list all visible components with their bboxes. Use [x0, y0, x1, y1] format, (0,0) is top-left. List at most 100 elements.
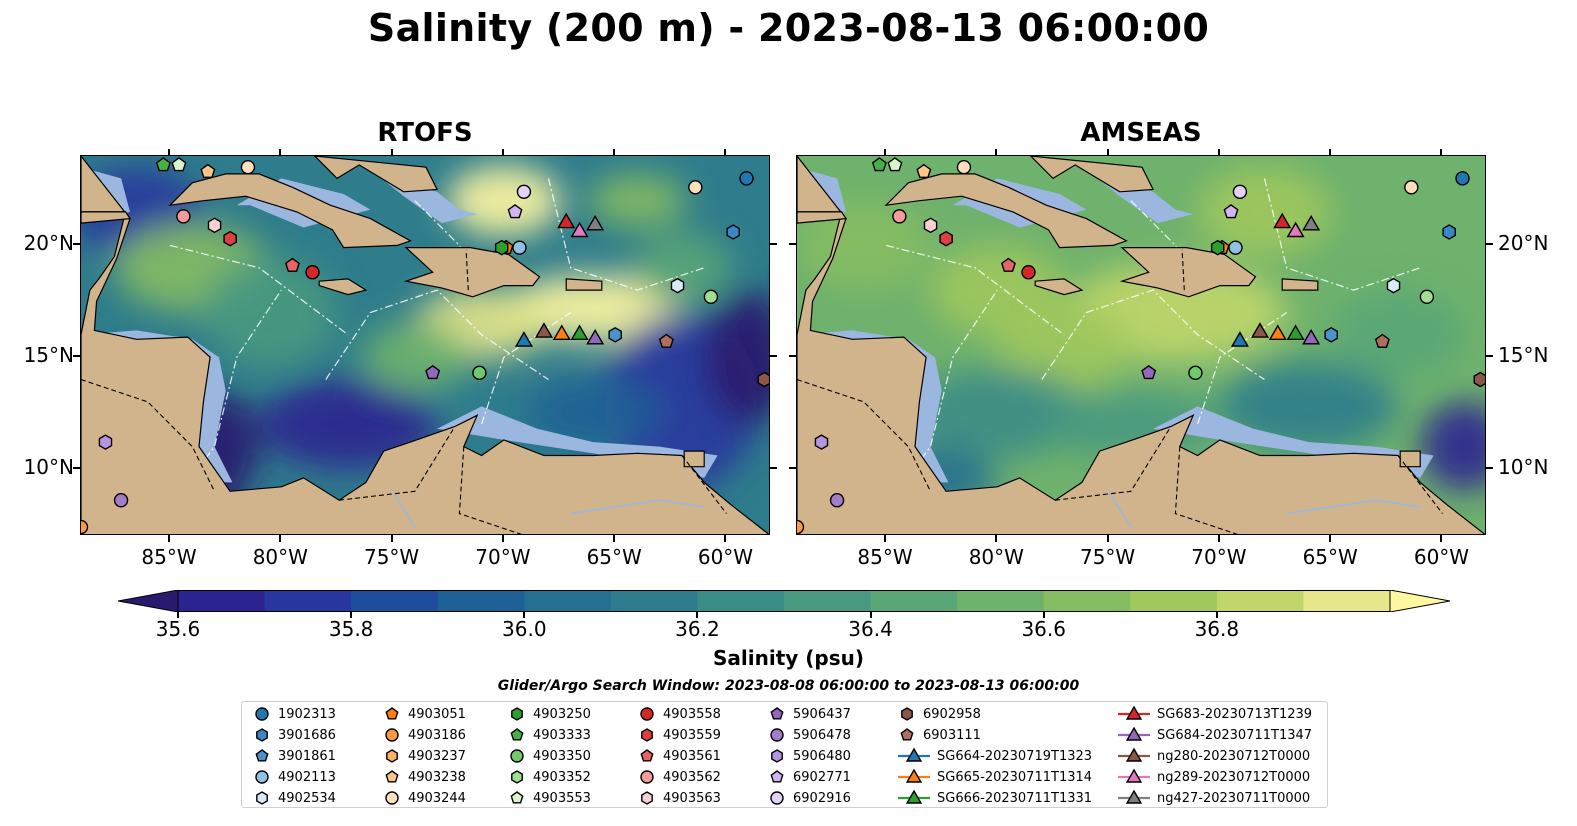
- float-marker-triangle[interactable]: [570, 221, 589, 238]
- float-marker-triangle[interactable]: [1286, 324, 1305, 341]
- legend-marker[interactable]: [385, 791, 399, 805]
- float-marker-circle[interactable]: [1455, 171, 1470, 186]
- legend-marker[interactable]: [510, 791, 524, 804]
- float-marker-pentagon[interactable]: [658, 333, 674, 348]
- float-marker-circle[interactable]: [688, 180, 703, 195]
- legend-marker[interactable]: [256, 791, 268, 805]
- legend-marker[interactable]: [770, 791, 784, 805]
- float-marker-circle[interactable]: [1188, 365, 1203, 381]
- float-marker-triangle[interactable]: [586, 328, 605, 345]
- legend-marker[interactable]: [640, 749, 654, 762]
- legend-marker[interactable]: [255, 707, 269, 721]
- legend-marker[interactable]: [1125, 789, 1143, 804]
- legend-marker[interactable]: [770, 707, 784, 720]
- float-marker-hexagon[interactable]: [98, 434, 113, 450]
- float-marker-circle[interactable]: [1021, 265, 1036, 280]
- float-marker-hexagon[interactable]: [608, 327, 622, 343]
- legend-marker[interactable]: [1125, 705, 1143, 720]
- legend-marker[interactable]: [905, 789, 923, 804]
- legend-marker[interactable]: [641, 791, 653, 805]
- legend-marker[interactable]: [385, 770, 399, 783]
- legend-marker[interactable]: [640, 707, 654, 721]
- float-marker-hexagon[interactable]: [1386, 277, 1401, 294]
- float-marker-pentagon[interactable]: [155, 157, 171, 172]
- float-marker-pentagon[interactable]: [171, 157, 187, 172]
- legend-marker[interactable]: [1125, 768, 1143, 783]
- legend-marker[interactable]: [905, 747, 923, 762]
- float-marker-circle[interactable]: [472, 365, 487, 381]
- float-marker-hexagon[interactable]: [1473, 371, 1486, 388]
- legend-marker[interactable]: [510, 749, 524, 763]
- float-marker-pentagon[interactable]: [507, 204, 523, 219]
- legend-marker[interactable]: [255, 770, 269, 784]
- float-marker-triangle[interactable]: [1273, 212, 1292, 229]
- legend-marker[interactable]: [385, 707, 399, 720]
- float-marker-circle[interactable]: [797, 519, 805, 534]
- float-marker-circle[interactable]: [892, 209, 907, 224]
- float-marker-triangle[interactable]: [1268, 324, 1287, 341]
- float-marker-hexagon[interactable]: [223, 230, 237, 247]
- float-marker-triangle[interactable]: [1302, 214, 1321, 231]
- float-marker-pentagon[interactable]: [200, 163, 216, 179]
- float-marker-hexagon[interactable]: [494, 239, 509, 256]
- legend-marker[interactable]: [900, 728, 914, 741]
- float-marker-pentagon[interactable]: [887, 157, 903, 172]
- float-marker-circle[interactable]: [1232, 184, 1248, 199]
- float-marker-pentagon[interactable]: [1000, 257, 1016, 272]
- float-marker-circle[interactable]: [1228, 240, 1243, 255]
- legend-marker[interactable]: [1125, 747, 1143, 762]
- legend-marker[interactable]: [255, 749, 269, 762]
- float-marker-triangle[interactable]: [570, 324, 589, 341]
- float-marker-hexagon[interactable]: [939, 230, 953, 247]
- float-marker-circle[interactable]: [113, 493, 129, 508]
- float-marker-triangle[interactable]: [1250, 322, 1269, 338]
- float-marker-pentagon[interactable]: [284, 257, 300, 272]
- legend-marker[interactable]: [641, 728, 653, 742]
- float-marker-triangle[interactable]: [586, 214, 605, 231]
- legend-marker[interactable]: [511, 707, 523, 721]
- float-marker-pentagon[interactable]: [425, 364, 441, 380]
- float-marker-pentagon[interactable]: [1374, 333, 1390, 348]
- float-marker-circle[interactable]: [512, 240, 527, 255]
- float-marker-circle[interactable]: [240, 159, 256, 175]
- float-marker-triangle[interactable]: [514, 331, 533, 347]
- float-marker-circle[interactable]: [739, 171, 754, 186]
- float-marker-hexagon[interactable]: [726, 224, 740, 240]
- float-marker-hexagon[interactable]: [757, 371, 770, 388]
- float-marker-triangle[interactable]: [552, 324, 571, 341]
- legend-marker[interactable]: [1125, 726, 1143, 741]
- float-marker-pentagon[interactable]: [1223, 204, 1239, 219]
- float-marker-circle[interactable]: [956, 159, 972, 175]
- float-marker-triangle[interactable]: [1286, 221, 1305, 238]
- legend-marker[interactable]: [510, 728, 524, 741]
- legend-marker[interactable]: [640, 770, 654, 784]
- legend-marker[interactable]: [385, 728, 399, 742]
- float-marker-pentagon[interactable]: [1141, 364, 1157, 380]
- legend-marker[interactable]: [771, 749, 783, 763]
- legend-marker[interactable]: [770, 770, 784, 783]
- map-amseas[interactable]: [796, 155, 1486, 535]
- legend-marker[interactable]: [905, 768, 923, 783]
- map-rtofs[interactable]: [80, 155, 770, 535]
- legend-marker[interactable]: [770, 728, 784, 742]
- float-marker-circle[interactable]: [829, 493, 845, 508]
- float-marker-hexagon[interactable]: [814, 434, 829, 450]
- float-marker-hexagon[interactable]: [1324, 327, 1338, 343]
- float-marker-triangle[interactable]: [1230, 331, 1249, 347]
- legend-marker[interactable]: [386, 749, 398, 763]
- float-marker-hexagon[interactable]: [670, 277, 685, 294]
- float-marker-hexagon[interactable]: [207, 217, 222, 234]
- float-marker-circle[interactable]: [1404, 180, 1419, 195]
- float-marker-pentagon[interactable]: [916, 163, 932, 179]
- float-marker-circle[interactable]: [81, 519, 89, 534]
- float-marker-triangle[interactable]: [534, 322, 553, 338]
- legend-marker[interactable]: [511, 770, 523, 784]
- float-marker-circle[interactable]: [516, 184, 532, 199]
- float-marker-circle[interactable]: [305, 265, 320, 280]
- float-marker-hexagon[interactable]: [1210, 239, 1225, 256]
- legend-marker[interactable]: [256, 728, 268, 742]
- legend-marker[interactable]: [901, 707, 913, 721]
- float-marker-circle[interactable]: [176, 209, 191, 224]
- float-marker-triangle[interactable]: [1302, 328, 1321, 345]
- float-marker-circle[interactable]: [1419, 289, 1435, 305]
